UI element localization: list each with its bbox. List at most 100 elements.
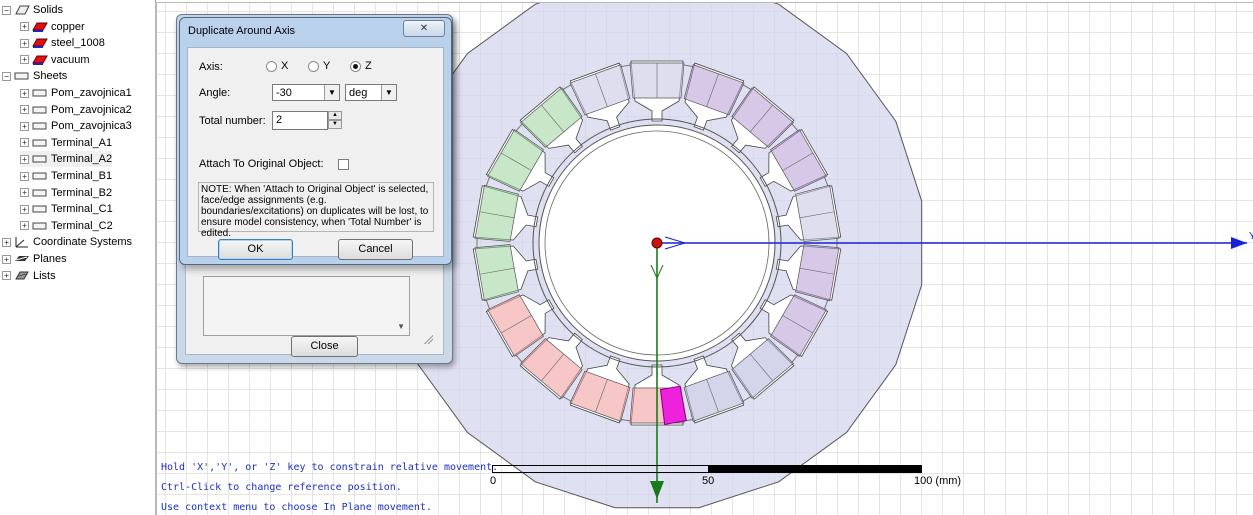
tree-item-pom-zavojnica2[interactable]: + Pom_zavojnica2 [20, 102, 132, 118]
stator-slot[interactable] [569, 62, 640, 138]
sheet-icon [32, 137, 48, 149]
tree-item-terminal-c2[interactable]: + Terminal_C2 [20, 218, 113, 234]
stator-model[interactable]: Y [157, 3, 1253, 515]
z-axis-arrow-icon [650, 481, 664, 499]
stator-slot[interactable] [749, 281, 829, 358]
sheet-icon [32, 87, 48, 99]
tree-item-label: Planes [33, 253, 67, 265]
tree-item-steel-1008[interactable]: + steel_1008 [20, 35, 105, 51]
tree-item-pom-zavojnica3[interactable]: + Pom_zavojnica3 [20, 118, 132, 134]
stator-slot[interactable] [472, 184, 541, 249]
stator-slot[interactable] [772, 238, 842, 302]
tree-item-planes[interactable]: + Planes [2, 251, 67, 267]
expand-icon[interactable]: + [20, 154, 29, 164]
sheet-icon [32, 120, 48, 132]
tree-item-terminal-a1[interactable]: + Terminal_A1 [20, 135, 112, 151]
axis-y-radio[interactable]: Y [308, 60, 330, 72]
hint-constrain: Hold 'X','Y', or 'Z' key to constrain re… [161, 462, 499, 473]
tree-item-label: Coordinate Systems [33, 236, 133, 249]
origin-marker-icon [651, 237, 663, 249]
scroll-down-icon[interactable]: ▼ [397, 322, 405, 331]
expand-icon[interactable]: + [20, 22, 29, 32]
background-listbox[interactable]: ▼ [203, 276, 410, 336]
tree-item-terminal-b2[interactable]: + Terminal_B2 [20, 185, 112, 201]
collapse-icon[interactable]: − [2, 5, 11, 15]
expand-icon[interactable]: + [20, 105, 29, 115]
tree-item-sheets[interactable]: − Sheets [2, 68, 67, 84]
expand-icon[interactable]: + [2, 254, 11, 264]
axis-x-radio[interactable]: X [266, 60, 288, 72]
angle-unit-select[interactable]: deg ▼ [345, 84, 397, 101]
attach-label: Attach To Original Object: [199, 158, 324, 170]
axis-label: Axis: [199, 61, 223, 73]
total-number-input[interactable]: 2 [272, 111, 328, 130]
tree-item-lists[interactable]: + Lists [2, 268, 56, 284]
spin-down-icon[interactable]: ▼ [328, 120, 342, 129]
expand-icon[interactable]: + [20, 171, 29, 181]
stator-slot[interactable] [673, 348, 745, 424]
resize-grip-icon[interactable] [423, 334, 433, 344]
tree-item-pom-zavojnica1[interactable]: + Pom_zavojnica1 [20, 85, 132, 101]
tree-item-terminal-b1[interactable]: + Terminal_B1 [20, 168, 112, 184]
sheet-icon [32, 220, 48, 232]
tree-item-label: Terminal_A2 [51, 153, 113, 166]
tree-item-copper[interactable]: + copper [20, 19, 85, 35]
stator-slot[interactable] [485, 281, 565, 358]
scale-ruler [492, 465, 922, 473]
collapse-icon[interactable]: − [2, 71, 11, 81]
stator-slot[interactable] [519, 319, 599, 400]
stator-slot[interactable] [519, 86, 599, 167]
expand-icon[interactable]: + [20, 204, 29, 214]
planes-icon [14, 253, 30, 265]
sheet-icon [32, 104, 48, 116]
sheet-icon [32, 203, 48, 215]
expand-icon[interactable]: + [20, 121, 29, 131]
radio-x-icon [266, 60, 277, 72]
y-axis-arrow-icon [1231, 237, 1247, 249]
tree-item-vacuum[interactable]: + vacuum [20, 52, 90, 68]
material-icon [32, 54, 48, 66]
stator-slot[interactable] [749, 128, 829, 206]
chevron-down-icon[interactable]: ▼ [324, 85, 339, 100]
stator-slot[interactable] [772, 184, 842, 249]
stator-slot[interactable] [472, 238, 541, 302]
expand-icon[interactable]: + [2, 237, 11, 247]
dialog-close-icon[interactable]: ✕ [403, 20, 445, 37]
tree-item-label: Terminal_B2 [51, 186, 113, 199]
stator-slot[interactable] [715, 86, 795, 167]
project-tree[interactable]: − Solids + copper + steel_1008 + vacuum − Sheets +… [0, 0, 156, 515]
stator-slot[interactable] [629, 60, 685, 122]
expand-icon[interactable]: + [20, 221, 29, 231]
tree-item-terminal-a2[interactable]: + Terminal_A2 [20, 151, 113, 168]
stator-slot[interactable] [715, 319, 795, 400]
move-handle-icon [664, 236, 687, 250]
y-axis-label: Y [1249, 231, 1253, 242]
spin-up-icon[interactable]: ▲ [328, 111, 342, 120]
angle-input[interactable]: -30 ▼ [272, 84, 340, 101]
cancel-button[interactable]: Cancel [338, 239, 413, 260]
tree-item-label: Terminal_C2 [51, 219, 113, 232]
stator-slot[interactable] [673, 62, 745, 138]
material-icon [32, 37, 48, 49]
expand-icon[interactable]: + [20, 38, 29, 48]
expand-icon[interactable]: + [20, 188, 29, 198]
expand-icon[interactable]: + [20, 88, 29, 98]
expand-icon[interactable]: + [20, 138, 29, 148]
tree-item-label: Terminal_C1 [51, 203, 113, 216]
attach-checkbox[interactable] [338, 159, 349, 170]
tree-item-label: Solids [33, 4, 63, 16]
expand-icon[interactable]: + [20, 55, 29, 65]
chevron-down-icon[interactable]: ▼ [381, 85, 396, 100]
tree-item-solids[interactable]: − Solids [2, 2, 63, 18]
close-button[interactable]: Close [291, 336, 358, 357]
ok-button[interactable]: OK [218, 239, 293, 260]
stator-slot[interactable] [569, 348, 640, 424]
tree-item-label: steel_1008 [51, 37, 105, 50]
selected-coil[interactable] [659, 385, 687, 426]
tree-item-coordinate-systems[interactable]: + Coordinate Systems [2, 234, 132, 250]
tree-item-label: Pom_zavojnica2 [51, 103, 132, 116]
expand-icon[interactable]: + [2, 271, 11, 281]
axis-z-radio[interactable]: Z [350, 60, 372, 72]
tree-item-terminal-c1[interactable]: + Terminal_C1 [20, 201, 113, 217]
stator-slot[interactable] [485, 128, 565, 206]
